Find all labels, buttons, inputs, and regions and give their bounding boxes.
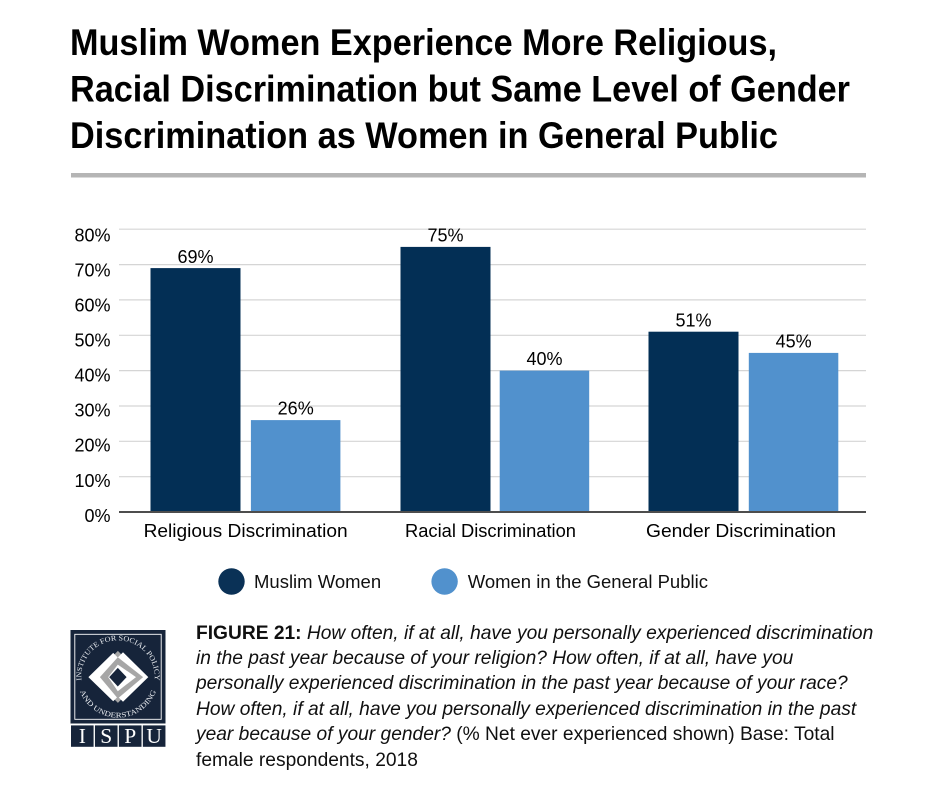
svg-text:10%: 10% <box>74 471 110 491</box>
svg-text:Muslim Women: Muslim Women <box>254 571 381 592</box>
svg-text:P: P <box>124 724 136 748</box>
svg-text:Muslim Women Experience More R: Muslim Women Experience More Religious, <box>70 22 777 63</box>
svg-text:75%: 75% <box>427 226 463 246</box>
svg-text:40%: 40% <box>74 366 110 386</box>
svg-text:26%: 26% <box>278 398 314 418</box>
svg-text:60%: 60% <box>74 296 110 316</box>
svg-text:40%: 40% <box>526 349 562 369</box>
svg-text:Women in the General Public: Women in the General Public <box>468 571 708 592</box>
svg-text:U: U <box>146 724 162 748</box>
svg-text:80%: 80% <box>74 226 110 246</box>
svg-text:45%: 45% <box>776 332 812 352</box>
svg-text:0%: 0% <box>84 506 110 526</box>
svg-text:30%: 30% <box>74 401 110 421</box>
svg-text:I: I <box>79 724 86 748</box>
svg-text:Racial Discrimination but Same: Racial Discrimination but Same Level of … <box>70 69 850 110</box>
svg-text:51%: 51% <box>675 310 711 330</box>
svg-text:Gender Discrimination: Gender Discrimination <box>646 520 836 541</box>
svg-text:S: S <box>100 724 112 748</box>
svg-text:Religious Discrimination: Religious Discrimination <box>144 520 348 541</box>
svg-text:Discrimination as Women in Gen: Discrimination as Women in General Publi… <box>70 115 778 156</box>
svg-text:Racial Discrimination: Racial Discrimination <box>405 520 576 541</box>
svg-text:20%: 20% <box>74 436 110 456</box>
svg-text:70%: 70% <box>74 261 110 281</box>
svg-text:69%: 69% <box>177 247 213 267</box>
svg-text:50%: 50% <box>74 331 110 351</box>
